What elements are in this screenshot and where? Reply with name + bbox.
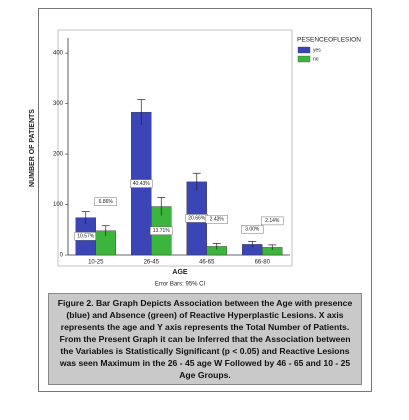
y-tick-label: 200 bbox=[53, 152, 64, 158]
x-tick-label: 46-65 bbox=[199, 260, 215, 266]
caption: Figure 2. Bar Graph Depicts Association … bbox=[48, 293, 362, 385]
data-label: 20.66% bbox=[188, 216, 206, 222]
x-tick-label: 66-80 bbox=[255, 260, 271, 266]
x-tick-label: 10-25 bbox=[88, 260, 104, 266]
data-label-box bbox=[205, 215, 228, 224]
data-label: 40.43% bbox=[133, 181, 151, 187]
data-label-box bbox=[150, 226, 173, 235]
data-label-box bbox=[130, 179, 153, 188]
chart: NUMBER OF PATIENTS AGE Error Bars: 95% C… bbox=[29, 29, 361, 288]
data-label: 3.00% bbox=[245, 227, 260, 233]
data-label: 2.43% bbox=[210, 217, 225, 223]
legend-title: PESENCEOFLESION bbox=[297, 37, 361, 44]
y-tick-label: 300 bbox=[53, 101, 64, 107]
legend-swatch bbox=[297, 46, 311, 54]
data-label: 6.86% bbox=[99, 199, 114, 205]
y-tick-label: 400 bbox=[53, 51, 64, 57]
legend-label: yes bbox=[313, 47, 321, 53]
data-label: 2.14% bbox=[265, 218, 280, 224]
y-axis-label: NUMBER OF PATIENTS bbox=[29, 109, 36, 187]
data-label: 13.71% bbox=[153, 228, 171, 234]
legend-label: no bbox=[313, 56, 319, 62]
data-label-box bbox=[241, 225, 264, 234]
y-tick-label: 100 bbox=[53, 202, 64, 208]
y-tick-label: 0 bbox=[60, 253, 64, 259]
legend-swatch bbox=[297, 55, 311, 63]
footnote: Error Bars: 95% CI bbox=[155, 282, 206, 288]
x-tick-label: 26-45 bbox=[144, 260, 160, 266]
data-label: 10.57% bbox=[77, 234, 95, 240]
data-label-box bbox=[94, 197, 117, 206]
x-axis-label: AGE bbox=[172, 269, 188, 276]
data-label-box bbox=[261, 216, 284, 226]
figure-frame bbox=[38, 8, 372, 392]
